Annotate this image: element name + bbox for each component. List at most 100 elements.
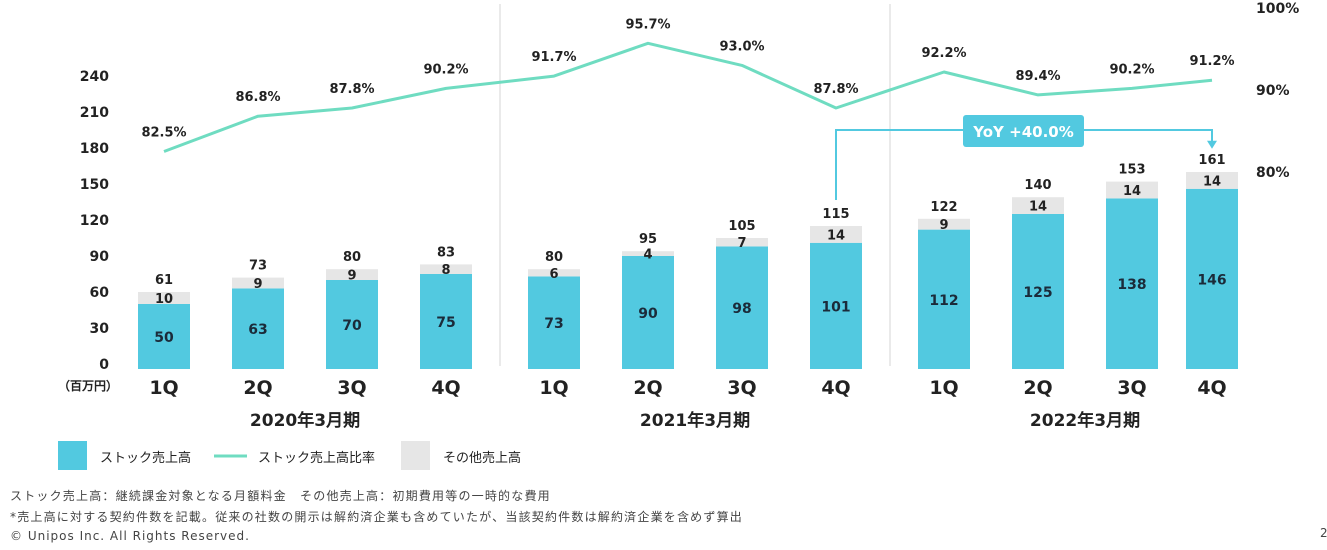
left-axis-tick: 120 — [80, 213, 109, 229]
ratio-label: 93.0% — [719, 39, 764, 54]
quarter-label: 4Q — [821, 377, 850, 399]
yoy-badge-text: YoY +40.0% — [972, 123, 1073, 141]
bar-total-label: 153 — [1118, 163, 1145, 178]
bar-stock-label: 101 — [821, 299, 850, 315]
bar-stock — [138, 304, 190, 369]
quarter-label: 3Q — [1117, 377, 1146, 399]
bar-other-label: 14 — [1203, 174, 1221, 189]
legend: ストック売上高 ストック売上高比率 その他売上高 — [58, 441, 521, 470]
right-axis-tick: 100% — [1256, 1, 1299, 17]
quarter-label: 3Q — [727, 377, 756, 399]
left-axis-tick: 30 — [90, 321, 110, 337]
bar-other — [716, 238, 768, 247]
bar-other-label: 14 — [1029, 200, 1047, 215]
period-label: 2020年3月期 — [250, 410, 360, 431]
bar-total-label: 95 — [639, 232, 657, 247]
left-axis-tick: 0 — [99, 357, 109, 373]
bar-total-label: 122 — [930, 200, 957, 215]
bar-other — [810, 226, 862, 243]
quarter-label: 1Q — [539, 377, 568, 399]
quarter-label: 2Q — [633, 377, 662, 399]
bar-stock-label: 70 — [342, 318, 362, 334]
bar-stock-label: 112 — [929, 293, 958, 309]
legend-ratio-label: ストック売上高比率 — [258, 450, 375, 466]
copyright: © Unipos Inc. All Rights Reserved. — [10, 529, 250, 543]
bar-other — [326, 269, 378, 280]
bar-total-label: 61 — [155, 273, 173, 288]
bar-total-label: 83 — [437, 245, 455, 260]
bar-total-label: 140 — [1024, 178, 1051, 193]
bar-other-label: 6 — [549, 267, 558, 282]
bar-stock-label: 138 — [1117, 277, 1146, 293]
bar-stock — [716, 246, 768, 369]
bar-other — [918, 218, 970, 230]
left-axis-tick: 60 — [90, 285, 110, 301]
bar-other — [232, 277, 284, 289]
yoy-badge — [963, 115, 1084, 147]
left-axis-tick: 210 — [80, 105, 109, 121]
right-axis-tick: 90% — [1256, 83, 1290, 99]
ratio-label: 92.2% — [921, 46, 966, 61]
bar-stock-label: 73 — [544, 316, 563, 332]
quarter-label: 2Q — [243, 377, 272, 399]
bar-other-label: 9 — [347, 269, 356, 284]
bar-other — [528, 269, 580, 277]
bar-stock — [918, 229, 970, 369]
bar-other-label: 7 — [737, 236, 746, 251]
ratio-label: 82.5% — [141, 126, 186, 141]
bar-stock — [1012, 214, 1064, 369]
x-axis: 1Q 2Q 3Q 4Q 1Q 2Q 3Q 4Q 1Q 2Q 3Q 4Q 2020年3月期 2021年3月期… — [149, 377, 1226, 431]
bar-stock-label: 75 — [436, 315, 455, 331]
quarter-label: 1Q — [149, 377, 178, 399]
quarter-label: 4Q — [1197, 377, 1226, 399]
bar-stock-label: 90 — [638, 306, 658, 322]
bar-stock — [1106, 198, 1158, 369]
grid-layer — [499, 4, 891, 366]
quarter-label: 2Q — [1023, 377, 1052, 399]
bar-stock — [622, 256, 674, 369]
bar-other-label: 4 — [643, 248, 652, 263]
page-number: 2 — [1320, 526, 1327, 540]
footnote-contracts: *売上高に対する契約件数を記載。従来の社数の開示は解約済企業も含めていたが、当該… — [10, 510, 743, 524]
legend-other-swatch — [401, 441, 430, 470]
bar-other-label: 10 — [155, 292, 173, 307]
legend-other-label: その他売上高 — [443, 450, 521, 466]
bar-other — [1186, 172, 1238, 189]
ratio-label: 90.2% — [423, 62, 468, 77]
bars-layer: 50 10 61 63 9 73 70 9 80 75 8 83 73 6 80 90 495 98 7 105 101… — [138, 153, 1238, 369]
ratio-label: 90.2% — [1109, 62, 1154, 77]
quarter-label: 4Q — [431, 377, 460, 399]
ratio-label: 89.4% — [1015, 69, 1060, 84]
left-axis-tick: 240 — [80, 69, 109, 85]
legend-stock-swatch — [58, 441, 87, 470]
ratio-label: 91.7% — [531, 50, 576, 65]
bar-other-label: 14 — [1123, 184, 1141, 199]
left-axis-tick: 90 — [90, 249, 110, 265]
bar-stock — [420, 274, 472, 369]
bar-other-label: 9 — [939, 218, 948, 233]
bar-other — [138, 292, 190, 304]
bar-other — [420, 264, 472, 274]
ratio-label: 86.8% — [235, 90, 280, 105]
right-axis: 80% 90% 100% — [1256, 1, 1299, 181]
quarter-label: 1Q — [929, 377, 958, 399]
ratio-line-layer: 82.5% 86.8% 87.8% 90.2% 91.7% 95.7% 93.0% 87.8%… — [141, 17, 1235, 153]
sales-chart: 0 30 60 90 120 150 180 210 240 （百万円） 80% 90% 100% 5… — [58, 1, 1299, 470]
bar-total-label: 161 — [1198, 153, 1225, 168]
footnote-definitions: ストック売上高：継続課金対象となる月額料金 その他売上高：初期費用等の一時的な費… — [10, 489, 551, 503]
bar-total-label: 115 — [822, 207, 849, 222]
bar-stock — [1186, 188, 1238, 369]
bar-total-label: 80 — [545, 250, 563, 265]
bar-other-label: 14 — [827, 228, 845, 243]
right-axis-tick: 80% — [1256, 165, 1290, 181]
unit-label: （百万円） — [58, 378, 118, 393]
left-axis-tick: 180 — [80, 141, 109, 157]
bar-other — [622, 251, 674, 256]
bar-other-label: 8 — [441, 263, 450, 278]
bar-total-label: 73 — [249, 259, 267, 274]
bar-stock — [326, 280, 378, 369]
bar-other-label: 9 — [253, 277, 262, 292]
yoy-arrowhead — [1207, 140, 1217, 149]
legend-stock-label: ストック売上高 — [100, 450, 191, 466]
bar-other — [1012, 197, 1064, 214]
